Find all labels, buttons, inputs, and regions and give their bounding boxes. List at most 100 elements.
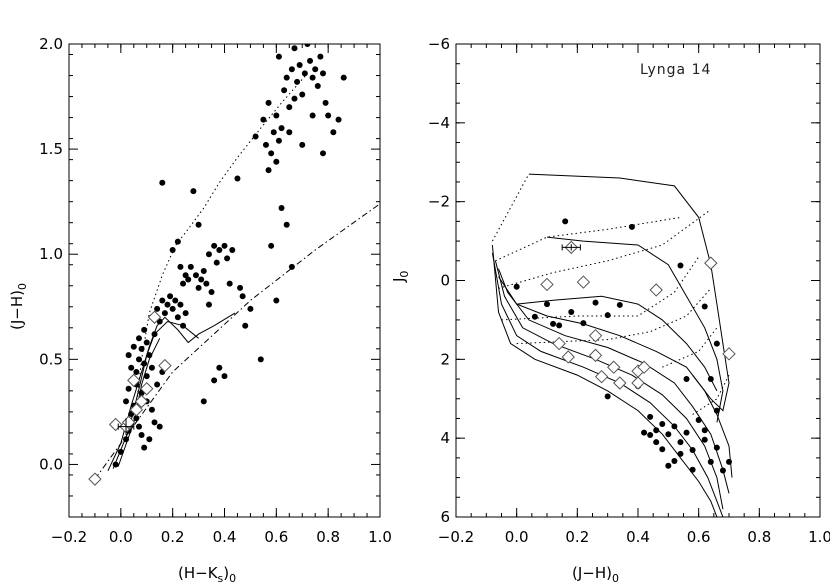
right-x-tick-label: 1.0 [808,528,830,546]
left-data-point [192,272,199,279]
left-x-axis-label: (H−Ks)0 [178,564,236,585]
left-data-point [322,99,329,106]
right-plot-area [491,173,736,517]
left-data-point [123,436,130,443]
right-data-point [713,340,720,347]
left-diamond-marker [147,310,162,324]
left-data-point [283,221,290,228]
left-data-point [177,263,184,270]
right-diamond-marker [607,360,621,374]
right-dotted-line [692,374,730,415]
left-data-point [275,137,282,144]
left-data-point [117,448,124,455]
left-data-point [216,247,223,254]
right-diamond-marker [594,369,609,384]
right-diamond-marker [561,350,575,364]
left-data-point [299,141,306,148]
left-plot-frame [68,43,381,518]
left-data-point [128,364,135,371]
right-data-point [677,262,684,269]
left-data-point [288,66,295,73]
left-data-point [159,179,166,186]
left-data-point [154,305,161,312]
left-data-point [174,314,181,321]
right-solid-line [494,260,724,510]
left-data-point [278,125,285,132]
right-data-point [671,458,678,465]
right-data-point [647,432,654,439]
left-x-tick-label: −0.2 [51,528,87,546]
left-data-point [309,74,316,81]
left-data-point [216,364,223,371]
right-x-tick-label: 0.8 [747,528,771,546]
right-data-point [726,458,732,465]
right-solid-line [516,295,718,392]
left-diamond-marker [134,394,149,409]
left-data-point [242,322,249,329]
left-data-point [198,276,205,283]
left-data-point [299,91,306,98]
left-data-point [286,104,293,111]
right-x-tick-label: 0.0 [505,528,529,546]
left-y-tick-label: 0.5 [39,350,63,368]
left-data-point [167,293,174,300]
right-diamond-marker [540,277,554,292]
left-x-tick-label: 0.0 [109,528,133,546]
left-data-point [226,280,233,287]
left-data-point [164,301,171,308]
left-data-point [135,335,142,342]
left-solid-line [107,312,236,472]
right-diamond-marker [613,376,627,390]
left-data-point [294,78,301,85]
left-data-point [296,62,303,69]
right-diamond-marker [576,275,591,289]
left-data-point [325,112,332,119]
left-x-tick-label: 1.0 [368,528,392,546]
right-data-point [659,446,666,453]
left-data-point [156,423,163,430]
right-data-point [707,376,714,383]
right-dotted-line [495,216,681,262]
right-data-point [665,462,672,469]
left-data-point [260,116,267,123]
right-plot-frame [455,43,821,518]
right-data-point [683,376,690,383]
left-data-point [234,175,241,182]
right-y-tick-label: −2 [428,193,450,211]
left-data-point [229,247,236,254]
left-data-point [268,242,275,249]
left-data-point [190,188,197,195]
right-data-point [604,312,611,319]
right-y-axis-label: J0 [390,271,411,283]
color-color-panel: −0.2 0.0 0.2 0.4 0.6 0.8 1.0 0.0 0.5 1.0 1.5 2.0 [39,35,392,546]
left-data-point [309,112,316,119]
right-data-point [677,439,684,446]
left-data-point [237,284,244,291]
right-data-point [562,218,569,225]
left-data-point [200,398,207,405]
left-data-point [221,373,228,380]
left-data-point [203,280,210,287]
right-data-point [628,223,635,230]
left-data-point [185,276,192,283]
left-data-point [143,339,150,346]
left-data-point [262,141,269,148]
left-data-point [211,377,218,384]
left-x-tick-label: 0.4 [213,528,237,546]
left-y-tick-label: 0.0 [39,455,63,473]
right-diamond-marker [649,283,663,297]
right-data-point [665,431,672,438]
right-data-point [719,467,726,474]
right-data-point [659,420,666,427]
right-data-point [556,322,563,329]
left-data-point [135,423,142,430]
left-x-tick-label: 0.8 [316,528,340,546]
left-data-point [288,263,295,270]
left-y-axis-label: (J−H)0 [8,283,29,330]
left-diamond-marker [88,472,102,486]
right-data-point [647,413,654,420]
right-data-point [592,299,599,306]
left-data-point [148,364,155,371]
left-data-point [151,419,158,426]
right-solid-line [491,252,724,517]
